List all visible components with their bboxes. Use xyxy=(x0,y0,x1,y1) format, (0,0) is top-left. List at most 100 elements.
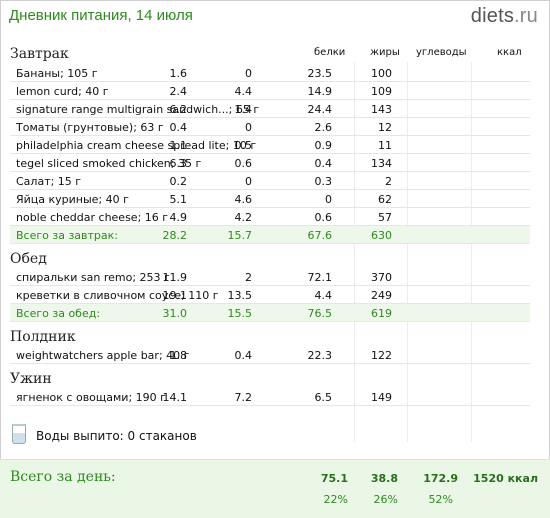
protein-total: 31.0 xyxy=(162,307,188,320)
column-divider xyxy=(354,62,355,442)
protein-value: 1.1 xyxy=(169,139,188,152)
table-row[interactable]: креветки в сливочном соусе; 110 г 19.1 1… xyxy=(10,286,530,304)
table-row[interactable]: Томаты (грунтовые); 63 г 0.4 0 2.6 12 xyxy=(10,118,530,136)
fat-value: 0 xyxy=(245,67,252,80)
column-divider xyxy=(471,62,472,442)
table-row[interactable]: tegel sliced smoked chicken; 35 г 6.3 0.… xyxy=(10,154,530,172)
logo-main: diets xyxy=(470,5,515,27)
kcal-value: 109 xyxy=(371,85,392,98)
table-row[interactable]: lemon curd; 40 г 2.4 4.4 14.9 109 xyxy=(10,82,530,100)
fat-value: 4.6 xyxy=(234,193,253,206)
kcal-value: 149 xyxy=(371,391,392,404)
carbs-value: 0.3 xyxy=(314,175,333,188)
kcal-value: 2 xyxy=(385,175,392,188)
protein-value: 6.2 xyxy=(169,103,188,116)
day-protein: 75.1 xyxy=(320,472,348,485)
section-dinner-title: Ужин xyxy=(10,371,52,387)
logo-tld: .ru xyxy=(514,5,538,27)
fat-value: 4.2 xyxy=(234,211,253,224)
table-row[interactable]: philadelphia cream cheese spread lite; 1… xyxy=(10,136,530,154)
table-row[interactable]: signature range multigrain sandwich...; … xyxy=(10,100,530,118)
protein-value: 4.9 xyxy=(169,211,188,224)
carbs-total: 76.5 xyxy=(307,307,333,320)
day-kcal: 1520 ккал xyxy=(473,472,538,485)
kcal-value: 57 xyxy=(378,211,392,224)
fat-total: 15.5 xyxy=(227,307,253,320)
glass-icon xyxy=(12,424,26,444)
fat-value: 0.4 xyxy=(234,349,253,362)
carbs-value: 0 xyxy=(325,193,332,206)
kcal-value: 11 xyxy=(378,139,392,152)
protein-value: 14.1 xyxy=(162,391,188,404)
food-name: weightwatchers apple bar; 40 г xyxy=(16,349,190,362)
day-carbs: 172.9 xyxy=(423,472,458,485)
page-title: Дневник питания, 14 июля xyxy=(9,7,193,24)
carbs-value: 0.6 xyxy=(314,211,333,224)
food-name: Салат; 15 г xyxy=(16,175,82,188)
column-divider xyxy=(407,62,408,442)
protein-total: 28.2 xyxy=(162,229,188,242)
fat-value: 0.5 xyxy=(234,139,253,152)
table-row[interactable]: noble cheddar cheese; 16 г 4.9 4.2 0.6 5… xyxy=(10,208,530,226)
fat-total: 15.7 xyxy=(227,229,253,242)
table-row[interactable]: weightwatchers apple bar; 40 г 1.8 0.4 2… xyxy=(10,346,530,364)
food-name: ягненок с овощами; 190 г xyxy=(16,391,166,404)
day-total-label: Всего за день: xyxy=(10,469,116,485)
carbs-value: 6.5 xyxy=(314,391,333,404)
fat-value: 0.6 xyxy=(234,157,253,170)
carbs-value: 0.9 xyxy=(314,139,333,152)
fat-value: 0 xyxy=(245,121,252,134)
col-header-protein: белки xyxy=(314,47,346,58)
site-logo[interactable]: diets.ru xyxy=(471,5,538,28)
protein-value: 2.4 xyxy=(169,85,188,98)
fat-value: 1.4 xyxy=(234,103,253,116)
day-fat-pct: 26% xyxy=(373,493,398,506)
carbs-value: 4.4 xyxy=(314,289,333,302)
kcal-total: 630 xyxy=(371,229,392,242)
section-lunch-title: Обед xyxy=(10,251,47,267)
section-breakfast-title: Завтрак xyxy=(10,46,69,62)
carbs-value: 14.9 xyxy=(307,85,333,98)
fat-value: 13.5 xyxy=(227,289,253,302)
food-name: philadelphia cream cheese spread lite; 1… xyxy=(16,139,257,152)
food-name: lemon curd; 40 г xyxy=(16,85,109,98)
carbs-value: 72.1 xyxy=(307,271,333,284)
fat-value: 7.2 xyxy=(234,391,253,404)
day-total-panel: Всего за день: 75.1 38.8 172.9 1520 ккал… xyxy=(0,459,550,518)
water-counter[interactable]: Воды выпито: 0 стаканов xyxy=(10,424,310,446)
protein-value: 0.4 xyxy=(169,121,188,134)
col-header-kcal: ккал xyxy=(497,47,522,58)
protein-value: 0.2 xyxy=(169,175,188,188)
table-row[interactable]: ягненок с овощами; 190 г 14.1 7.2 6.5 14… xyxy=(10,388,530,406)
kcal-value: 62 xyxy=(378,193,392,206)
col-header-fat: жиры xyxy=(370,47,400,58)
day-carbs-pct: 52% xyxy=(428,493,453,506)
section-snack-title: Полдник xyxy=(10,329,76,345)
food-name: креветки в сливочном соусе; 110 г xyxy=(16,289,219,302)
kcal-value: 12 xyxy=(378,121,392,134)
carbs-total: 67.6 xyxy=(307,229,333,242)
carbs-value: 0.4 xyxy=(314,157,333,170)
kcal-value: 122 xyxy=(371,349,392,362)
protein-value: 1.6 xyxy=(169,67,188,80)
carbs-value: 24.4 xyxy=(307,103,333,116)
food-name: Томаты (грунтовые); 63 г xyxy=(16,121,164,134)
protein-value: 19.1 xyxy=(162,289,188,302)
table-row[interactable]: спиральки san remo; 253 г 11.9 2 72.1 37… xyxy=(10,268,530,286)
fat-value: 4.4 xyxy=(234,85,253,98)
table-row[interactable]: Салат; 15 г 0.2 0 0.3 2 xyxy=(10,172,530,190)
food-name: спиральки san remo; 253 г xyxy=(16,271,170,284)
kcal-value: 100 xyxy=(371,67,392,80)
food-name: signature range multigrain sandwich...; … xyxy=(16,103,260,116)
total-label: Всего за обед: xyxy=(16,307,101,320)
kcal-value: 134 xyxy=(371,157,392,170)
table-row[interactable]: Бананы; 105 г 1.6 0 23.5 100 xyxy=(10,64,530,82)
day-fat: 38.8 xyxy=(370,472,398,485)
table-row[interactable]: Яйца куриные; 40 г 5.1 4.6 0 62 xyxy=(10,190,530,208)
carbs-value: 22.3 xyxy=(307,349,333,362)
fat-value: 0 xyxy=(245,175,252,188)
kcal-value: 370 xyxy=(371,271,392,284)
col-header-carbs: углеводы xyxy=(416,47,467,58)
protein-value: 6.3 xyxy=(169,157,188,170)
food-name: Бананы; 105 г xyxy=(16,67,98,80)
